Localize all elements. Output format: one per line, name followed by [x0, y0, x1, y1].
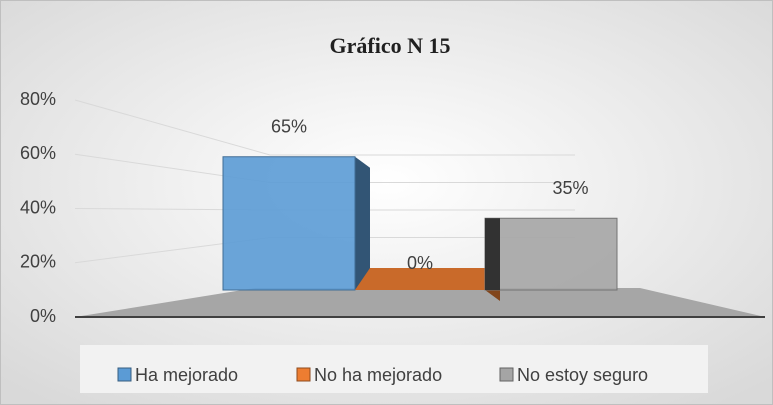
legend-swatch	[296, 367, 311, 382]
floor	[75, 288, 765, 317]
bar	[484, 217, 618, 291]
chart-title: Gráfico N 15	[330, 33, 451, 58]
legend-box	[80, 345, 708, 393]
grid-line	[74, 99, 575, 156]
legend-label: No ha mejorado	[314, 365, 442, 385]
bar-side-dark	[485, 218, 500, 290]
legend-label: Ha mejorado	[135, 365, 238, 385]
y-tick-label: 0%	[30, 306, 56, 326]
bar-side	[355, 156, 370, 290]
data-label: 65%	[271, 117, 307, 137]
legend-swatch	[499, 367, 514, 382]
y-tick-label: 40%	[20, 197, 56, 217]
y-tick-label: 20%	[20, 252, 56, 272]
data-label: 0%	[407, 253, 433, 273]
legend-swatch	[117, 367, 132, 382]
y-tick-label: 80%	[20, 89, 56, 109]
data-label: 35%	[552, 178, 588, 198]
bar-side	[485, 290, 500, 301]
y-tick-label: 60%	[20, 143, 56, 163]
bar	[222, 156, 356, 291]
bar-top	[355, 268, 500, 290]
legend-label: No estoy seguro	[517, 365, 648, 385]
